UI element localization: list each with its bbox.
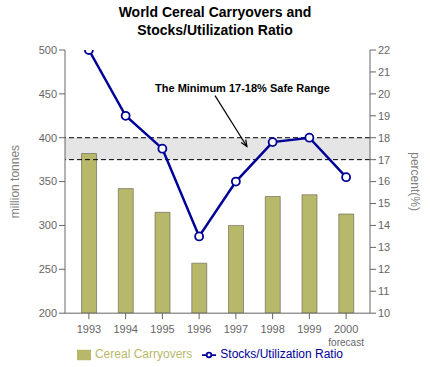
svg-text:12: 12 xyxy=(378,263,390,275)
svg-text:15: 15 xyxy=(378,197,390,209)
svg-text:2000: 2000 xyxy=(334,323,358,335)
svg-text:250: 250 xyxy=(39,263,57,275)
svg-text:450: 450 xyxy=(39,88,57,100)
html-text:Cereal Carryovers: Cereal Carryovers xyxy=(95,347,193,362)
svg-text:1999: 1999 xyxy=(297,323,321,335)
svg-text:200: 200 xyxy=(39,307,57,319)
svg-text:1995: 1995 xyxy=(150,323,174,335)
svg-text:The Minimum 17-18% Safe Range: The Minimum 17-18% Safe Range xyxy=(155,82,330,94)
svg-text:18: 18 xyxy=(378,132,390,144)
svg-text:17: 17 xyxy=(378,154,390,166)
svg-text:14: 14 xyxy=(378,219,390,231)
svg-text:1998: 1998 xyxy=(260,323,284,335)
svg-text:1993: 1993 xyxy=(77,323,101,335)
svg-text:13: 13 xyxy=(378,241,390,253)
svg-text:350: 350 xyxy=(39,175,57,187)
svg-text:1994: 1994 xyxy=(113,323,137,335)
svg-text:19: 19 xyxy=(378,110,390,122)
svg-text:1996: 1996 xyxy=(187,323,211,335)
html-text:Stocks/Utilization Ratio: Stocks/Utilization Ratio xyxy=(137,22,293,38)
svg-text:forecast: forecast xyxy=(328,337,364,348)
svg-text:400: 400 xyxy=(39,132,57,144)
svg-text:300: 300 xyxy=(39,219,57,231)
html-text:World Cereal Carryovers and: World Cereal Carryovers and xyxy=(118,4,312,20)
html-text:Stocks/Utilization Ratio: Stocks/Utilization Ratio xyxy=(220,347,343,362)
svg-text:22: 22 xyxy=(378,44,390,56)
svg-text:11: 11 xyxy=(378,285,389,297)
svg-text:1997: 1997 xyxy=(224,323,248,335)
svg-text:21: 21 xyxy=(378,66,390,78)
svg-text:16: 16 xyxy=(378,175,390,187)
svg-text:percent(%): percent(%) xyxy=(408,152,422,211)
svg-text:20: 20 xyxy=(378,88,390,100)
svg-text:million tonnes: million tonnes xyxy=(8,145,22,218)
svg-text:10: 10 xyxy=(378,307,390,319)
svg-text:500: 500 xyxy=(39,44,57,56)
